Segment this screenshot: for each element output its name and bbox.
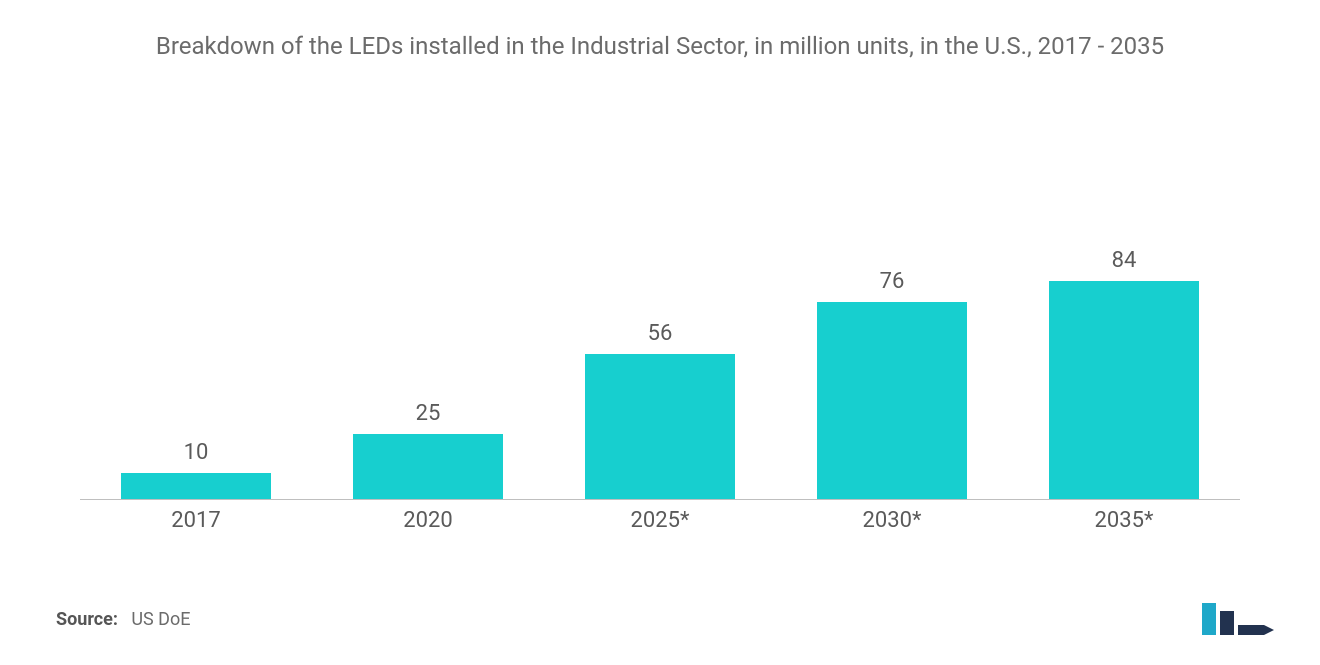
bar-group: 10	[80, 122, 312, 499]
x-axis-label: 2035*	[1008, 508, 1240, 533]
x-axis-label: 2025*	[544, 508, 776, 533]
bar-group: 25	[312, 122, 544, 499]
source-text: US DoE	[131, 609, 190, 630]
logo-bar-icon	[1202, 603, 1216, 635]
chart-container: Breakdown of the LEDs installed in the I…	[0, 0, 1320, 665]
footer-row: Source: US DoE	[52, 603, 1268, 635]
bar-value-label: 56	[648, 321, 673, 346]
brand-logo	[1202, 603, 1264, 635]
source-citation: Source: US DoE	[56, 609, 190, 630]
plot-area: 10 25 56 76 84	[52, 122, 1268, 499]
chart-title: Breakdown of the LEDs installed in the I…	[156, 30, 1164, 62]
logo-arrow-icon	[1238, 625, 1264, 635]
bar	[353, 434, 503, 499]
bar	[585, 354, 735, 499]
bar-group: 56	[544, 122, 776, 499]
x-axis-labels: 2017 2020 2025* 2030* 2035*	[52, 500, 1268, 533]
bar	[121, 473, 271, 499]
x-axis-label: 2030*	[776, 508, 1008, 533]
bar-group: 76	[776, 122, 1008, 499]
x-axis-label: 2020	[312, 508, 544, 533]
bar-group: 84	[1008, 122, 1240, 499]
bar-value-label: 84	[1112, 248, 1137, 273]
bar-value-label: 76	[880, 269, 905, 294]
logo-bar-icon	[1220, 611, 1234, 635]
bar	[817, 302, 967, 499]
x-axis-label: 2017	[80, 508, 312, 533]
bar	[1049, 281, 1199, 499]
bar-value-label: 10	[184, 440, 209, 465]
source-label: Source:	[56, 609, 118, 630]
bar-value-label: 25	[416, 401, 441, 426]
